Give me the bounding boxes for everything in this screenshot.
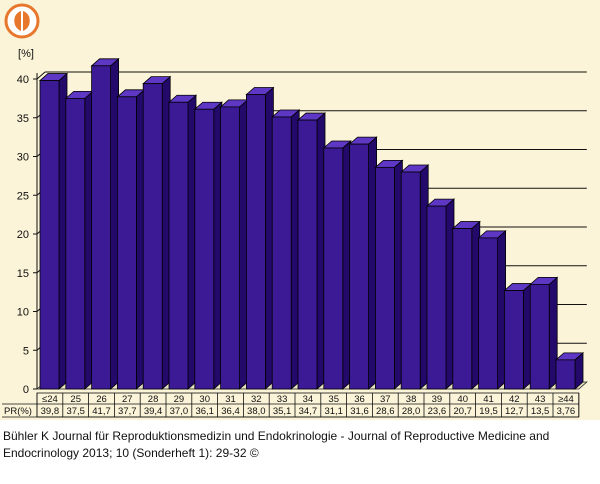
bar-value-label: 19,5 [479,406,498,417]
x-tick-label: 39 [432,394,443,405]
bar-value-label: 37,0 [170,406,189,417]
bar [245,94,266,390]
y-tick-label: 30 [17,152,29,164]
x-tick-label: 38 [406,394,417,405]
bar [297,119,318,390]
x-tick-label: 40 [457,394,468,405]
x-tick-label: 32 [251,394,262,405]
bar-value-label: 20,7 [453,406,472,417]
x-tick-label: ≤24 [42,394,58,405]
bar-value-label: 36,4 [221,406,240,417]
x-tick-label: 43 [535,394,546,405]
x-tick-label: ≥44 [558,394,574,405]
chart-panel: 0 5 10 15 20 25 30 35 40 [%] ≤24 39,8 25 37,5 26 41,7 27… [0,0,600,420]
bar-value-label: 28,6 [376,406,395,417]
bar [529,283,550,390]
y-axis-label: [%] [18,48,34,60]
bar-chart: 0510152025303540[%]≤2439,82537,52641,727… [2,48,588,418]
bar [142,83,163,390]
bar-value-label: 23,6 [428,406,447,417]
bar [555,359,576,390]
y-tick-label: 25 [17,190,29,202]
bar [349,143,370,390]
bar-value-label: 39,8 [41,406,60,417]
x-tick-label: 37 [380,394,391,405]
y-tick-label: 40 [17,74,29,86]
bar-value-label: 35,1 [273,406,292,417]
journal-logo-icon [4,3,40,39]
data-table [36,392,580,418]
x-tick-label: 28 [148,394,159,405]
x-axis-label: PR(%) [4,406,32,417]
x-tick-label: 34 [303,394,314,405]
bar-value-label: 12,7 [505,406,524,417]
bar [39,80,60,390]
y-tick-label: 20 [17,229,29,241]
x-tick-label: 36 [354,394,365,405]
y-tick-label: 15 [17,268,29,280]
x-tick-label: 27 [122,394,133,405]
y-tick-label: 35 [17,113,29,125]
x-tick-label: 29 [174,394,185,405]
x-tick-label: 35 [328,394,339,405]
bar [194,108,215,390]
x-tick-label: 30 [199,394,210,405]
bar-value-label: 39,4 [144,406,163,417]
x-tick-label: 42 [509,394,520,405]
bar [117,96,137,390]
bar-value-label: 28,0 [402,406,421,417]
x-tick-label: 31 [225,394,236,405]
bar [220,106,241,390]
bar [91,65,111,390]
bar [168,101,189,390]
bar [271,116,292,390]
bar-value-label: 13,5 [531,406,550,417]
bar [452,228,473,390]
bar [400,171,421,390]
bar [426,205,447,390]
bar [65,97,86,390]
x-tick-label: 33 [277,394,288,405]
y-tick-label: 0 [23,384,29,396]
x-tick-label: 25 [70,394,81,405]
bar [323,147,344,390]
y-gridline-slant [36,71,46,80]
bar-value-label: 31,1 [324,406,343,417]
bar-value-label: 31,6 [350,406,369,417]
bar [374,166,395,390]
bar-value-label: 34,7 [299,406,318,417]
y-tick-label: 5 [23,345,29,357]
bar-value-label: 37,7 [118,406,137,417]
bar-value-label: 3,76 [557,406,576,417]
bar [503,290,524,390]
bar-value-label: 36,1 [195,406,214,417]
bar [478,237,499,390]
y-tick-label: 10 [17,307,29,319]
bar-value-label: 37,5 [66,406,85,417]
bar-value-label: 38,0 [247,406,266,417]
x-tick-label: 26 [96,394,107,405]
bar-value-label: 41,7 [92,406,111,417]
x-tick-label: 41 [483,394,494,405]
citation-caption: Bühler K Journal für Reproduktionsmedizi… [3,429,550,460]
